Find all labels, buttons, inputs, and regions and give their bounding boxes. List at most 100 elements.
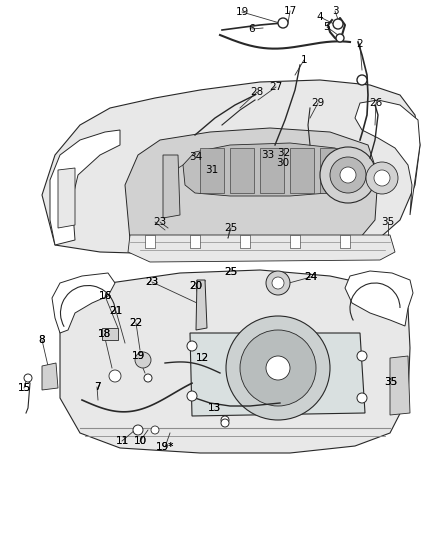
Text: 19: 19 — [131, 351, 145, 361]
Text: 19: 19 — [131, 351, 145, 361]
Circle shape — [357, 351, 367, 361]
Text: 29: 29 — [311, 98, 325, 108]
Text: 28: 28 — [251, 87, 264, 97]
Text: 8: 8 — [39, 335, 45, 345]
Text: 23: 23 — [145, 277, 159, 287]
Text: 13: 13 — [207, 403, 221, 413]
Text: 33: 33 — [261, 150, 275, 160]
Text: 4: 4 — [317, 12, 323, 22]
Circle shape — [330, 157, 366, 193]
Polygon shape — [52, 273, 115, 333]
Text: 15: 15 — [18, 383, 31, 393]
Text: 2: 2 — [357, 39, 363, 49]
Text: 25: 25 — [224, 267, 238, 277]
Text: 25: 25 — [224, 267, 238, 277]
Text: 7: 7 — [94, 382, 100, 392]
Polygon shape — [42, 80, 420, 255]
Polygon shape — [290, 148, 314, 193]
Polygon shape — [340, 235, 350, 248]
Circle shape — [336, 34, 344, 42]
Text: 23: 23 — [145, 277, 159, 287]
Polygon shape — [240, 235, 250, 248]
Text: 22: 22 — [129, 318, 143, 328]
Circle shape — [272, 277, 284, 289]
Text: 3: 3 — [332, 6, 338, 16]
Text: 35: 35 — [385, 377, 398, 387]
Text: 22: 22 — [129, 318, 143, 328]
Circle shape — [109, 370, 121, 382]
Text: 20: 20 — [190, 281, 202, 291]
Text: 13: 13 — [207, 403, 221, 413]
Circle shape — [187, 391, 197, 401]
Text: 18: 18 — [97, 329, 111, 339]
Circle shape — [24, 374, 32, 382]
Text: 10: 10 — [134, 436, 147, 446]
Text: 7: 7 — [94, 382, 100, 392]
Polygon shape — [190, 235, 200, 248]
Circle shape — [320, 147, 376, 203]
Polygon shape — [200, 148, 224, 193]
Polygon shape — [345, 271, 413, 326]
Polygon shape — [163, 155, 180, 218]
Text: 16: 16 — [99, 291, 112, 301]
Text: 6: 6 — [249, 24, 255, 34]
Text: 31: 31 — [205, 165, 219, 175]
Circle shape — [221, 416, 229, 424]
Polygon shape — [60, 270, 410, 453]
Circle shape — [240, 330, 316, 406]
Text: 17: 17 — [283, 6, 297, 16]
Text: 8: 8 — [39, 335, 45, 345]
Circle shape — [357, 393, 367, 403]
Polygon shape — [196, 280, 207, 330]
Polygon shape — [260, 148, 284, 193]
Text: 11: 11 — [115, 436, 129, 446]
Text: 10: 10 — [134, 436, 147, 446]
Text: 30: 30 — [276, 158, 290, 168]
Text: 16: 16 — [99, 291, 112, 301]
Polygon shape — [320, 148, 344, 193]
Text: 18: 18 — [97, 329, 111, 339]
Circle shape — [340, 167, 356, 183]
Polygon shape — [190, 333, 365, 416]
Text: 26: 26 — [369, 98, 383, 108]
Text: 12: 12 — [195, 353, 208, 363]
Polygon shape — [50, 130, 120, 245]
Circle shape — [333, 19, 343, 29]
Text: 34: 34 — [189, 152, 203, 162]
Text: 21: 21 — [110, 306, 123, 316]
Circle shape — [226, 316, 330, 420]
Polygon shape — [145, 235, 155, 248]
Text: 19*: 19* — [156, 442, 174, 452]
Circle shape — [278, 18, 288, 28]
Text: 5: 5 — [324, 22, 330, 32]
Circle shape — [144, 374, 152, 382]
Text: 11: 11 — [115, 436, 129, 446]
Polygon shape — [128, 235, 395, 262]
Circle shape — [187, 341, 197, 351]
Text: 21: 21 — [110, 306, 123, 316]
Circle shape — [266, 271, 290, 295]
Text: 35: 35 — [381, 217, 395, 227]
Text: 27: 27 — [269, 82, 283, 92]
Polygon shape — [102, 328, 118, 340]
Circle shape — [366, 162, 398, 194]
Circle shape — [374, 170, 390, 186]
Text: 32: 32 — [277, 148, 291, 158]
Text: 15: 15 — [18, 383, 31, 393]
Circle shape — [135, 352, 151, 368]
Polygon shape — [230, 148, 254, 193]
Polygon shape — [355, 100, 420, 215]
Text: 19: 19 — [235, 7, 249, 17]
Text: 24: 24 — [304, 272, 318, 282]
Text: 19*: 19* — [156, 442, 174, 452]
Text: 35: 35 — [385, 377, 398, 387]
Circle shape — [133, 425, 143, 435]
Circle shape — [221, 419, 229, 427]
Circle shape — [266, 356, 290, 380]
Text: 20: 20 — [190, 281, 202, 291]
Polygon shape — [390, 356, 410, 415]
Text: 25: 25 — [224, 223, 238, 233]
Text: 1: 1 — [301, 55, 307, 65]
Text: 24: 24 — [304, 272, 318, 282]
Text: 12: 12 — [195, 353, 208, 363]
